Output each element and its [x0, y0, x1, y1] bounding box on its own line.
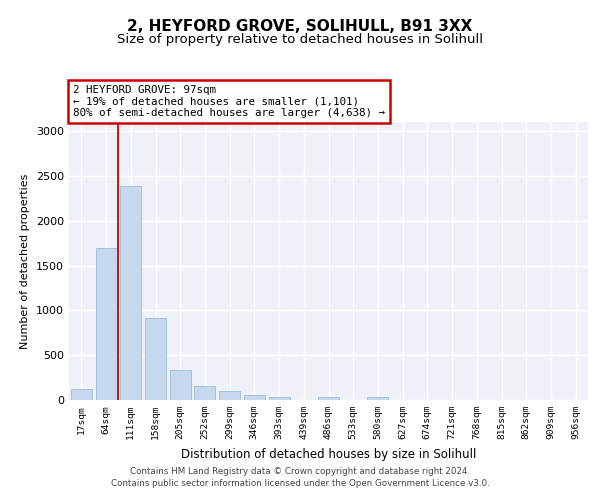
- Bar: [194, 386, 215, 400]
- Bar: [318, 397, 339, 400]
- Text: Contains public sector information licensed under the Open Government Licence v3: Contains public sector information licen…: [110, 478, 490, 488]
- Bar: [219, 391, 240, 400]
- Bar: [170, 370, 191, 400]
- Bar: [71, 390, 92, 400]
- Text: Contains HM Land Registry data © Crown copyright and database right 2024.: Contains HM Land Registry data © Crown c…: [130, 467, 470, 476]
- Bar: [244, 394, 265, 400]
- Bar: [120, 186, 141, 400]
- Bar: [367, 398, 388, 400]
- Text: 2 HEYFORD GROVE: 97sqm
← 19% of detached houses are smaller (1,101)
80% of semi-: 2 HEYFORD GROVE: 97sqm ← 19% of detached…: [73, 85, 385, 118]
- X-axis label: Distribution of detached houses by size in Solihull: Distribution of detached houses by size …: [181, 448, 476, 460]
- Bar: [269, 397, 290, 400]
- Text: Size of property relative to detached houses in Solihull: Size of property relative to detached ho…: [117, 32, 483, 46]
- Text: 2, HEYFORD GROVE, SOLIHULL, B91 3XX: 2, HEYFORD GROVE, SOLIHULL, B91 3XX: [127, 19, 473, 34]
- Bar: [95, 248, 116, 400]
- Bar: [145, 318, 166, 400]
- Y-axis label: Number of detached properties: Number of detached properties: [20, 174, 31, 349]
